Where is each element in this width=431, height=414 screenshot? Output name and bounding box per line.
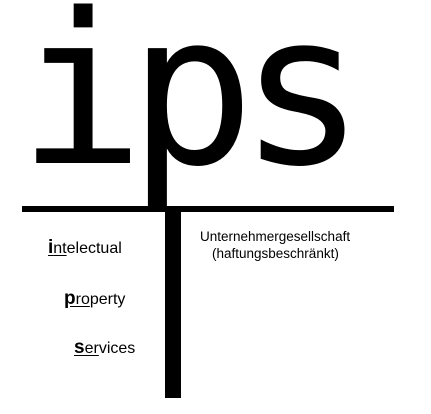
- service-rest: vices: [98, 340, 136, 357]
- service-underlined: ro: [75, 291, 90, 308]
- horizontal-bar: [22, 206, 394, 212]
- service-initial: p: [64, 288, 76, 309]
- company-name: Unternehmergesellschaft: [200, 229, 351, 244]
- company-legal-form: (haftungsbeschränkt): [212, 246, 339, 261]
- vertical-bar: [165, 206, 181, 398]
- service-rest: electual: [66, 240, 122, 257]
- service-rest: perty: [89, 291, 126, 308]
- service-initial: i: [48, 237, 54, 258]
- service-intelectual: intelectual: [48, 238, 122, 259]
- service-services: services: [74, 338, 135, 359]
- company-form-text: Unternehmergesellschaft (haftungsbeschrä…: [200, 228, 380, 262]
- service-initial: s: [74, 337, 85, 358]
- logo-letters: ips: [18, 0, 365, 213]
- service-property: property: [64, 289, 125, 310]
- service-underlined: nt: [53, 240, 67, 257]
- service-underlined: er: [84, 340, 99, 357]
